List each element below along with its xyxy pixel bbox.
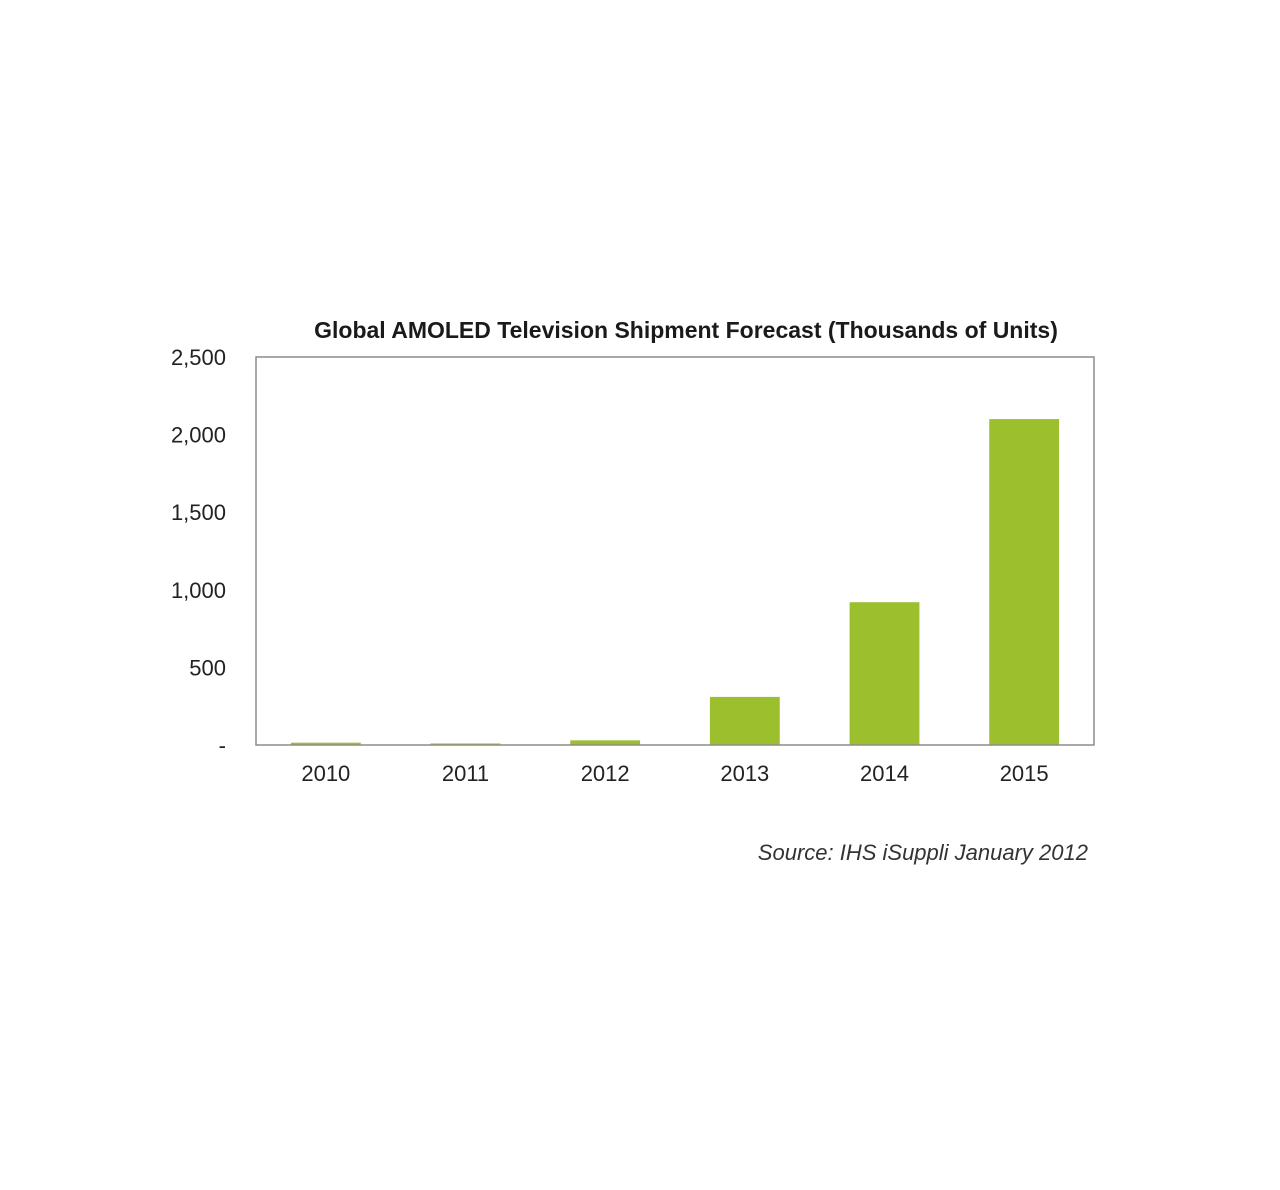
- bar-2012: [570, 740, 641, 745]
- bar-2014: [849, 602, 920, 745]
- x-tick-label: 2013: [720, 761, 769, 786]
- x-tick-label: 2010: [301, 761, 350, 786]
- bar-2010: [290, 742, 361, 745]
- y-tick-label: 2,500: [171, 345, 226, 370]
- bars: [290, 419, 1060, 745]
- x-tick-label: 2015: [1000, 761, 1049, 786]
- bar-2011: [430, 743, 501, 745]
- x-tick-label: 2011: [442, 761, 489, 786]
- y-tick-label: 1,500: [171, 500, 226, 525]
- y-tick-label: 1,000: [171, 578, 226, 603]
- x-axis-ticks: 2010 2011 2012 2013 2014 2015: [301, 761, 1048, 786]
- bar-2015: [989, 419, 1060, 745]
- bar-2013: [709, 696, 780, 745]
- x-tick-label: 2014: [860, 761, 909, 786]
- y-tick-label: 2,000: [171, 423, 226, 448]
- chart-title: Global AMOLED Television Shipment Foreca…: [314, 317, 1058, 343]
- y-tick-label: 500: [189, 655, 226, 680]
- y-axis-ticks: - 500 1,000 1,500 2,000 2,500: [171, 345, 226, 758]
- source-note: Source: IHS iSuppli January 2012: [758, 840, 1088, 865]
- x-tick-label: 2012: [581, 761, 630, 786]
- plot-frame: [255, 356, 1095, 746]
- y-tick-label: -: [219, 733, 226, 758]
